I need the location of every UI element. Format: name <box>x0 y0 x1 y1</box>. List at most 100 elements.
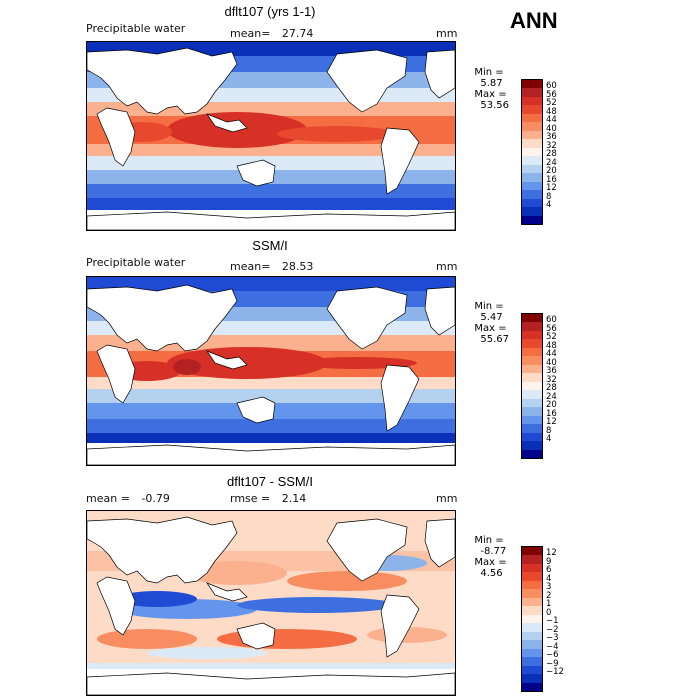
colorbar-tick-label: 36 <box>546 132 557 143</box>
colorbar-segment <box>522 415 542 425</box>
colorbar-segment <box>522 356 542 365</box>
model-map-field <box>87 42 455 230</box>
colorbar-tick-label: 0 <box>546 607 552 618</box>
colorbar-tick-label: 40 <box>546 123 557 134</box>
colorbar-segment <box>522 190 542 199</box>
colorbar-segment <box>522 682 542 691</box>
colorbar-tick-label: 24 <box>546 157 557 168</box>
colorbar-segment <box>522 88 542 97</box>
colorbar-segment <box>522 441 542 450</box>
colorbar-tick-label: 48 <box>546 106 557 117</box>
colorbar-segment <box>522 390 542 399</box>
colorbar-segment <box>522 80 542 89</box>
max-value: 53.56 <box>480 100 509 111</box>
colorbar-tick-label: 2 <box>546 590 552 601</box>
colorbar-tick-label: 4 <box>546 434 552 445</box>
colorbar-segment <box>522 113 542 123</box>
model-map <box>86 41 456 231</box>
colorbar-tick-label: 4 <box>546 573 552 584</box>
colorbar-segment <box>522 215 542 224</box>
colorbar-segment <box>522 139 542 148</box>
colorbar-segment <box>522 96 542 106</box>
colorbar-tick-label: 60 <box>546 81 557 92</box>
max-label: Max = <box>474 323 507 334</box>
mean-label: mean= <box>230 27 271 40</box>
mean-label: mean= <box>230 260 271 273</box>
colorbar-ticks: 60 56 52 48 44 40 36 32 28 24 20 16 12 8 4 <box>546 79 576 223</box>
colorbar-segment <box>522 122 542 131</box>
units-label: mm <box>436 27 458 40</box>
colorbar-ticks: 12 9 6 4 3 2 1 0 −1 −2 −3 −4 −6 −9 −12 <box>546 546 576 690</box>
colorbar-segment <box>522 657 542 666</box>
colorbar-segment <box>522 555 542 564</box>
colorbar-segment <box>522 364 542 374</box>
colorbar-segment <box>522 631 542 641</box>
min-label: Min = <box>474 67 504 78</box>
colorbar-tick-label: 56 <box>546 89 557 100</box>
colorbar-tick-label: 24 <box>546 391 557 402</box>
colorbar <box>521 313 543 459</box>
colorbar-tick-label: 16 <box>546 408 557 419</box>
mean-value: -0.79 <box>141 492 170 505</box>
colorbar-tick-label: −3 <box>546 633 559 644</box>
colorbar-tick-label: −1 <box>546 616 559 627</box>
colorbar-tick-label: 40 <box>546 357 557 368</box>
colorbar <box>521 546 543 692</box>
colorbar-tick-label: 44 <box>546 349 557 360</box>
mean-value: 27.74 <box>281 27 314 40</box>
colorbar-segment <box>522 207 542 216</box>
colorbar-segment <box>522 339 542 348</box>
units-label: mm <box>436 492 458 505</box>
colorbar-tick-label: 52 <box>546 98 557 109</box>
colorbar-segment <box>522 164 542 174</box>
units-label: mm <box>436 260 458 273</box>
colorbar-segment <box>522 589 542 598</box>
colorbar-segment <box>522 173 542 182</box>
field-label: Precipitable water <box>86 256 186 269</box>
colorbar-segment <box>522 580 542 590</box>
rmse-label: rmse = <box>230 492 271 505</box>
colorbar-tick-label: 48 <box>546 340 557 351</box>
colorbar-tick-label: 28 <box>546 383 557 394</box>
min-value: -8.77 <box>480 546 507 557</box>
observed-map <box>86 276 456 466</box>
colorbar-tick-label: 1 <box>546 599 552 610</box>
colorbar-segment <box>522 198 542 208</box>
rmse-value: 2.14 <box>281 492 307 505</box>
colorbar-segment <box>522 398 542 408</box>
colorbar-tick-label: 36 <box>546 366 557 377</box>
colorbar <box>521 79 543 225</box>
colorbar-segment <box>522 105 542 114</box>
colorbar-tick-label: −12 <box>546 667 564 678</box>
min-value: 5.87 <box>480 78 503 89</box>
colorbar-segment <box>522 572 542 581</box>
colorbar-tick-label: 3 <box>546 582 552 593</box>
difference-map-field <box>87 511 455 695</box>
max-label: Max = <box>474 557 507 568</box>
colorbar-tick-label: −2 <box>546 624 559 635</box>
colorbar-segment <box>522 623 542 632</box>
min-value: 5.47 <box>480 312 503 323</box>
colorbar-segment <box>522 322 542 331</box>
colorbar-tick-label: 60 <box>546 315 557 326</box>
colorbar-segment <box>522 432 542 442</box>
colorbar-tick-label: 8 <box>546 191 552 202</box>
colorbar-ticks: 60 56 52 48 44 40 36 32 28 24 20 16 12 8 4 <box>546 313 576 457</box>
max-value: 4.56 <box>480 568 503 579</box>
colorbar-segment <box>522 424 542 433</box>
colorbar-tick-label: −4 <box>546 641 559 652</box>
panel-title: dflt107 (yrs 1-1) <box>224 4 316 19</box>
colorbar-tick-label: 12 <box>546 183 557 194</box>
colorbar-segment <box>522 449 542 458</box>
colorbar-segment <box>522 156 542 165</box>
max-value: 55.67 <box>480 334 509 345</box>
colorbar-tick-label: 12 <box>546 548 557 559</box>
colorbar-segment <box>522 330 542 340</box>
colorbar-tick-label: −9 <box>546 658 559 669</box>
colorbar-segment <box>522 181 542 191</box>
colorbar-tick-label: 9 <box>546 556 552 567</box>
min-label: Min = <box>474 301 504 312</box>
colorbar-tick-label: 12 <box>546 417 557 428</box>
colorbar-segment <box>522 373 542 382</box>
colorbar-segment <box>522 674 542 683</box>
